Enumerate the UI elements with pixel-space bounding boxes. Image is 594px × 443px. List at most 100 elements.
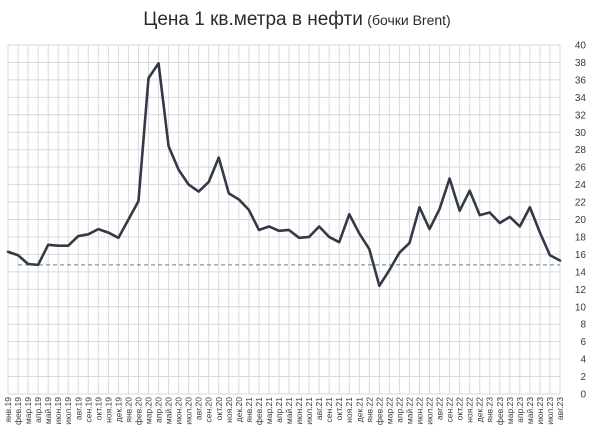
data-point [298,237,300,239]
x-tick-label: май.19 [43,397,53,424]
x-tick-label: сен.22 [445,397,455,423]
data-point [258,229,260,231]
y-tick-label: 30 [575,128,587,139]
data-point [438,208,441,210]
x-tick-label: май.21 [284,397,294,424]
data-point [388,269,390,271]
data-point [529,206,531,208]
data-point [87,233,89,235]
x-tick-label: ноя.20 [224,397,234,423]
data-point [358,232,360,235]
y-tick-label: 0 [580,390,586,401]
x-tick-label: фев.23 [495,397,505,425]
data-point [77,235,79,237]
x-tick-label: авг.22 [435,397,445,420]
data-point [238,198,240,201]
data-point [157,62,160,64]
y-tick-label: 26 [575,163,587,174]
data-point [27,263,29,265]
data-point [137,200,140,202]
data-point [127,218,130,221]
data-point [549,254,551,256]
series-line [6,62,562,288]
x-tick-label: окт.19 [93,397,103,421]
x-tick-label: фев.20 [133,397,143,425]
y-tick-label: 8 [580,320,586,331]
data-point [519,225,521,228]
chart-subtitle: (бочки Brent) [367,12,451,28]
data-point [318,225,320,228]
x-tick-label: мар.20 [144,397,154,424]
data-point [97,228,99,230]
x-tick-label: июл.20 [184,397,194,425]
data-point [489,211,491,214]
data-point [107,231,109,234]
data-point [459,210,461,212]
y-tick-label: 16 [575,250,587,261]
data-point [268,225,270,228]
data-point [7,251,9,253]
data-point [17,254,19,256]
data-point [539,231,541,234]
x-tick-label: окт.21 [334,397,344,421]
y-tick-label: 10 [575,302,587,313]
y-tick-label: 34 [575,93,587,104]
chart-title: Цена 1 кв.метра в нефти [143,9,363,30]
y-tick-label: 20 [575,215,587,226]
x-tick-label: июн.19 [53,397,63,425]
x-tick-label: ноя.21 [344,397,354,423]
data-point [278,230,280,232]
data-point [178,169,180,171]
x-tick-label: фев.22 [374,397,384,425]
x-tick-label: мар.22 [384,397,394,424]
x-tick-label: апр.22 [394,397,404,423]
x-tick-label: дек.22 [475,397,485,422]
data-point [398,252,401,254]
data-point [47,244,49,246]
x-tick-label: июн.20 [174,397,184,425]
data-point [208,181,210,183]
series-group [6,62,562,288]
data-point [288,229,290,231]
y-tick-label: 12 [575,285,587,296]
x-tick-label: окт.22 [455,397,465,421]
x-tick-label: июн.23 [535,397,545,425]
x-tick-label: апр.20 [154,397,164,423]
x-tick-label: ноя.22 [465,397,475,423]
data-point [338,241,340,243]
y-tick-label: 32 [575,110,587,121]
data-point [167,145,170,147]
y-tick-label: 38 [575,58,587,69]
y-tick-label: 24 [575,180,587,191]
x-tick-label: янв.21 [244,397,254,423]
x-tick-label: июл.19 [63,397,73,425]
data-point [509,216,511,218]
y-tick-label: 2 [580,372,586,383]
x-tick-label: авг.23 [555,397,565,420]
data-point [308,236,310,238]
x-tick-label: окт.20 [214,397,224,421]
x-tick-label: дек.21 [354,397,364,422]
y-tick-label: 14 [575,267,587,278]
x-tick-label: май.20 [164,397,174,424]
x-tick-label: сен.20 [204,397,214,423]
y-tick-label: 4 [580,355,586,366]
data-point [228,192,230,194]
x-tick-label: июл.23 [545,397,555,425]
data-point [147,77,150,79]
data-point [348,213,350,215]
grid-lines [7,44,561,395]
x-tick-label: янв.23 [485,397,495,423]
x-tick-label: июн.22 [414,397,424,425]
x-tick-label: апр.19 [33,397,43,423]
data-point [67,245,69,247]
x-tick-label: ноя.19 [103,397,113,423]
data-point [368,248,370,250]
data-point [428,228,431,230]
x-tick-label: сен.21 [324,397,334,423]
data-point [117,237,119,239]
data-point [188,184,190,186]
data-point [218,156,220,159]
